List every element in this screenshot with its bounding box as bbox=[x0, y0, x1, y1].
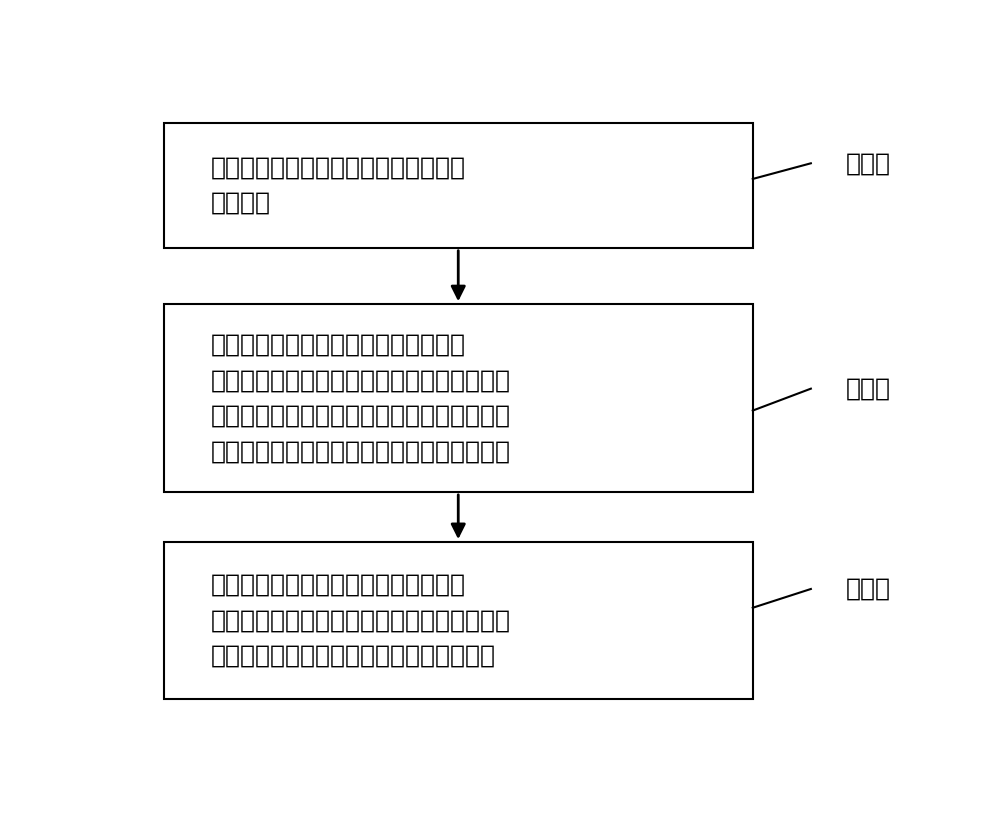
Bar bbox=[164, 542, 753, 698]
Bar bbox=[164, 304, 753, 492]
Text: 根据实测芯片本体每条边上引脚个数、
引脚长度、引脚宽度和相邻引脚间距，依次对
芯片本体每条边上的引脚进行绘制；所述引脚
长度等于引脚根部长度与引脚足部长度之和；: 根据实测芯片本体每条边上引脚个数、 引脚长度、引脚宽度和相邻引脚间距，依次对 芯… bbox=[210, 333, 510, 463]
Text: 步骤三: 步骤三 bbox=[846, 577, 891, 601]
Text: 步骤二: 步骤二 bbox=[846, 376, 891, 401]
Text: 根据实测芯片偏移量和旋转角度，对绘
制完的芯片本体和引脚作为整体进行平移及旋
转，从而完成了对不对称引脚型芯片的绘制: 根据实测芯片偏移量和旋转角度，对绘 制完的芯片本体和引脚作为整体进行平移及旋 转… bbox=[210, 573, 510, 667]
Bar bbox=[164, 123, 753, 248]
Text: 根据实测芯片本体参数，绘制芯片本体
矩形轮廓: 根据实测芯片本体参数，绘制芯片本体 矩形轮廓 bbox=[210, 155, 465, 215]
Text: 步骤一: 步骤一 bbox=[846, 151, 891, 176]
